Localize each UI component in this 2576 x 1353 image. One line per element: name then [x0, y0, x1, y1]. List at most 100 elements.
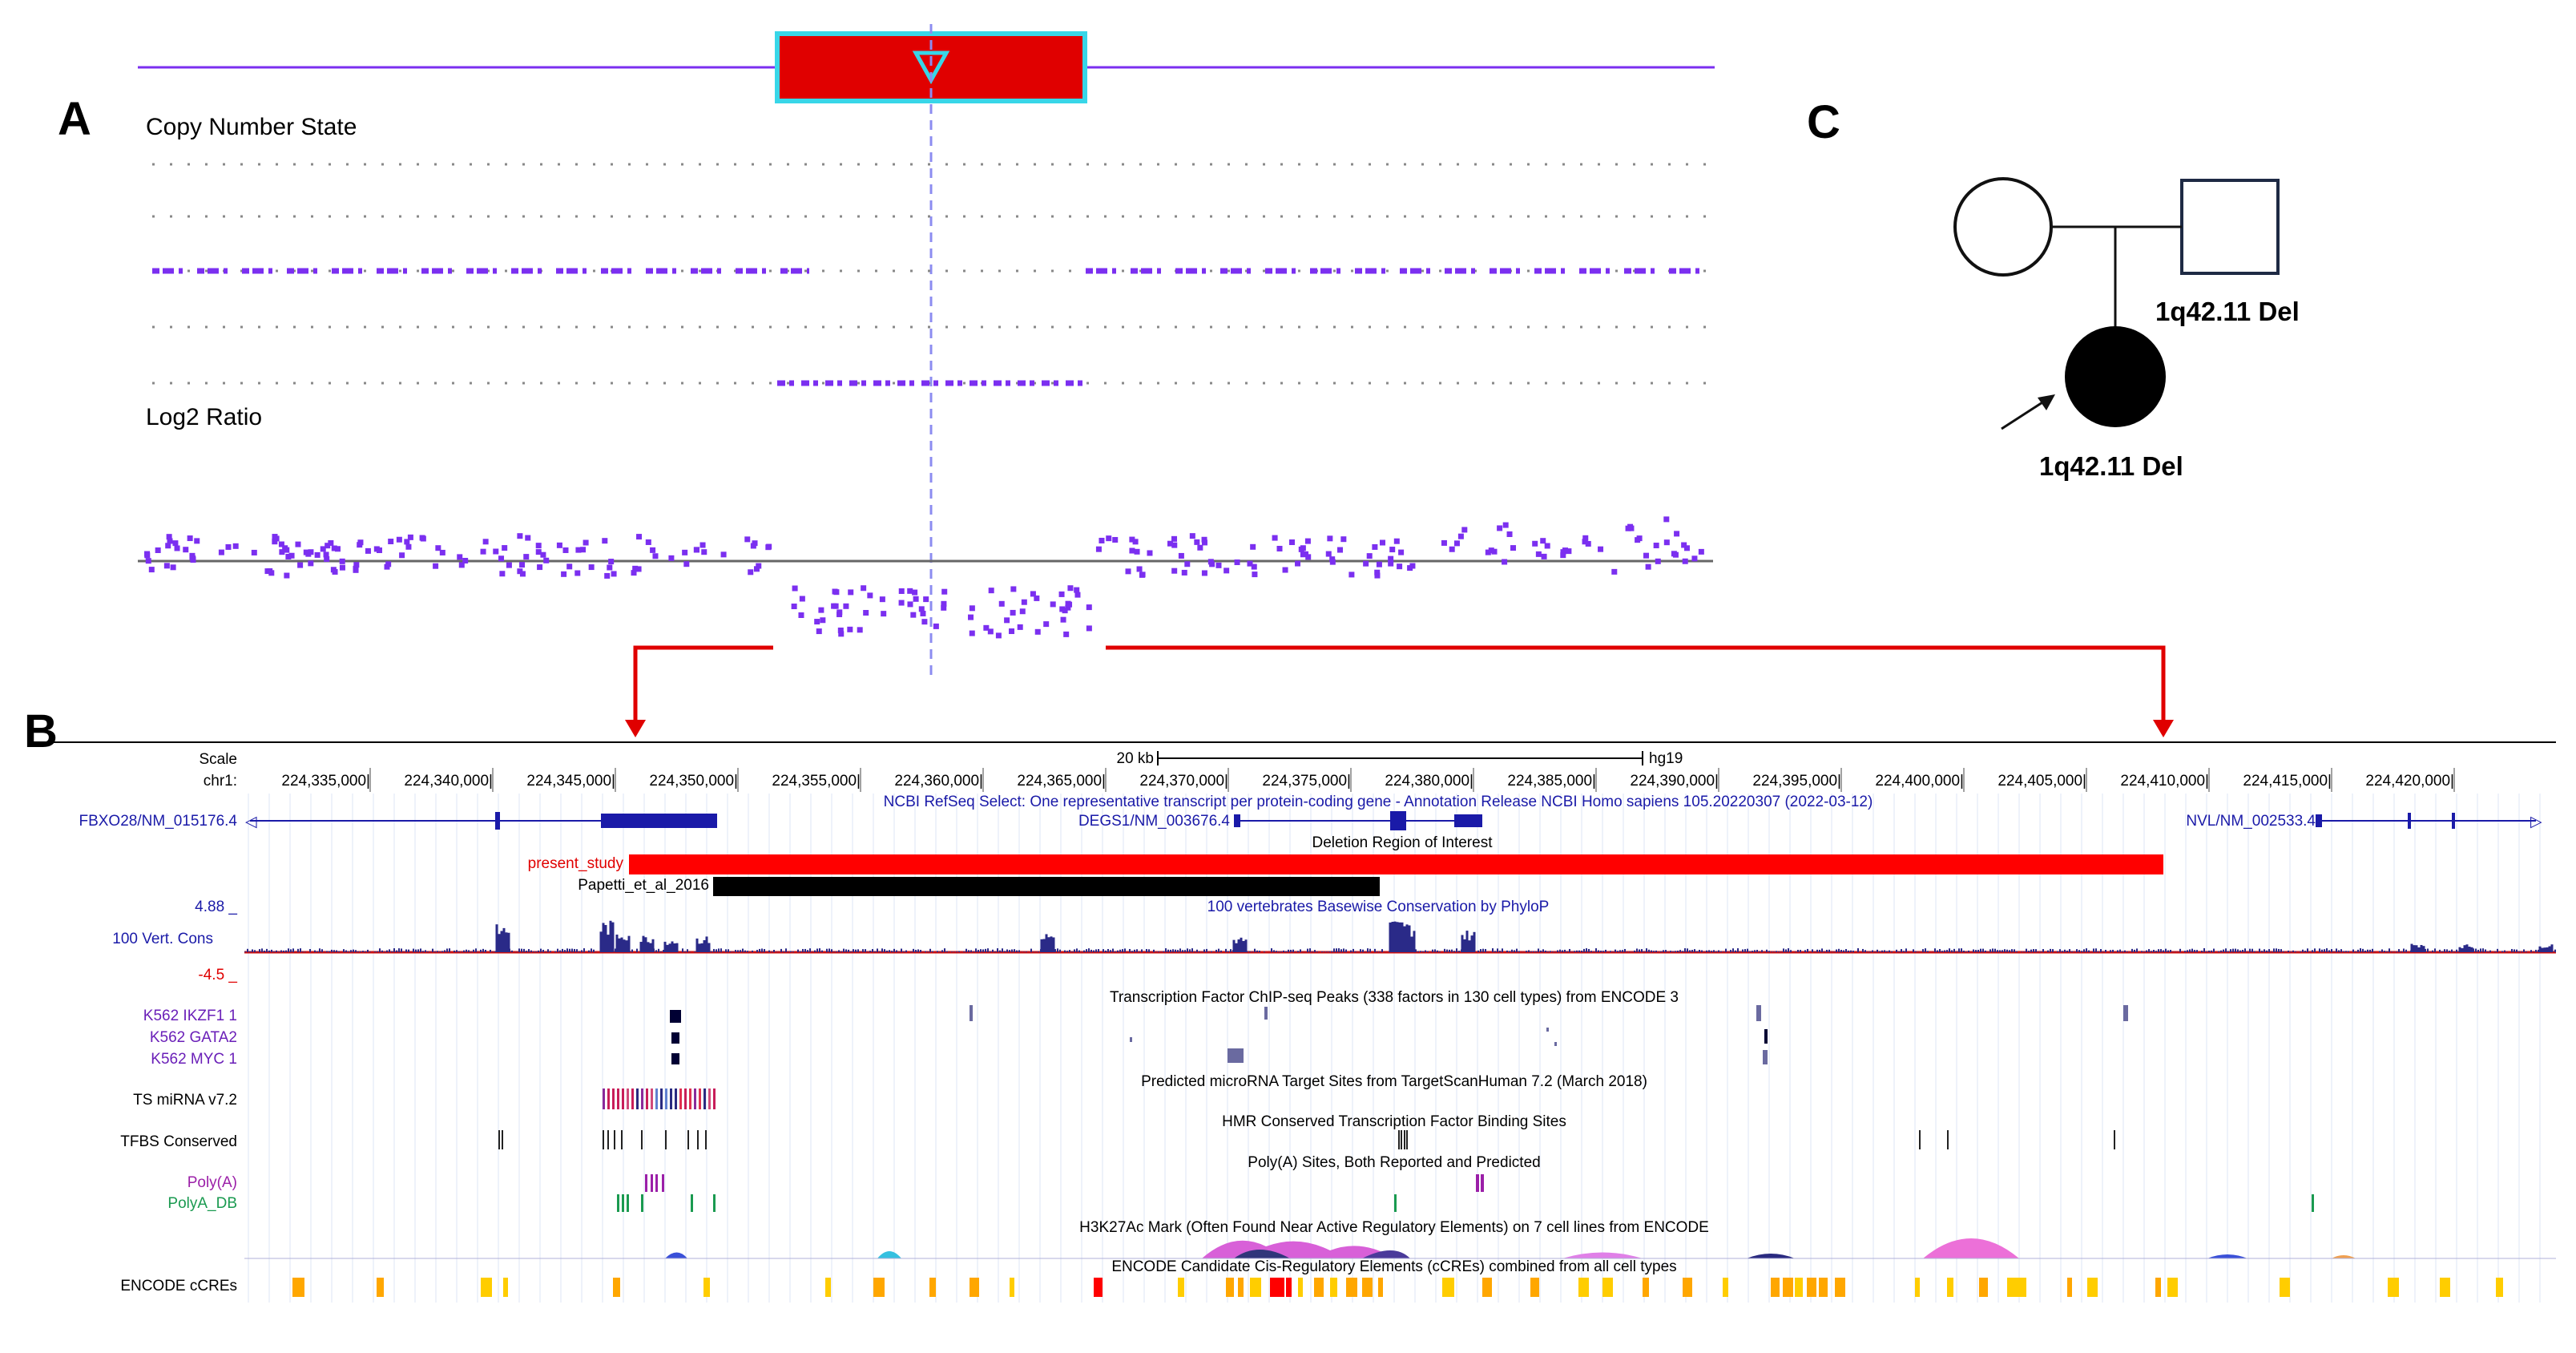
ccre-element — [1683, 1278, 1692, 1297]
ccre-element — [970, 1278, 979, 1297]
polya-sites — [617, 1174, 2314, 1212]
log2-point — [1171, 567, 1178, 574]
log2-point — [798, 612, 804, 618]
ccre-element — [1250, 1278, 1261, 1297]
ccre-element — [1643, 1278, 1649, 1297]
log2-point — [1485, 549, 1491, 555]
log2-point — [1095, 546, 1102, 552]
log2-point — [457, 554, 463, 560]
coord-label: 224,400,000| — [1875, 773, 1964, 790]
ccre-element — [2007, 1278, 2019, 1297]
gene-label-degs1: DEGS1/NM_003676.4 — [1078, 813, 1230, 830]
tf-track-myc: K562 MYC 1 — [151, 1051, 237, 1068]
ccre-element — [1238, 1278, 1244, 1297]
bracket-right — [1106, 645, 2166, 725]
panel-label-a: A — [58, 93, 91, 145]
log2-point — [682, 549, 688, 555]
polyadb-site — [627, 1194, 629, 1212]
log2-point — [1062, 608, 1068, 614]
mirna-site — [684, 1088, 687, 1109]
log2-point — [1184, 561, 1191, 567]
ccre-element — [1783, 1278, 1793, 1297]
log2-point — [1372, 543, 1378, 550]
log2-point — [535, 543, 542, 549]
coord-label: 224,370,000| — [1139, 773, 1228, 790]
log2-point — [987, 628, 994, 635]
coord-label: 224,360,000| — [894, 773, 983, 790]
log2-point — [499, 571, 506, 577]
panel-label-c: C — [1807, 96, 1840, 148]
coord-label: 224,395,000| — [1752, 773, 1841, 790]
log2-point — [1540, 538, 1546, 544]
log2-point — [1376, 561, 1382, 567]
log2-point — [1060, 616, 1066, 623]
log2-point — [1086, 625, 1092, 632]
log2-point — [314, 551, 320, 558]
ccre-element — [377, 1278, 384, 1297]
log2-point — [968, 614, 974, 620]
log2-point — [1034, 628, 1041, 635]
log2-point — [268, 570, 275, 576]
mirna-site — [607, 1088, 610, 1109]
log2-point — [668, 555, 675, 561]
log2-point — [969, 605, 975, 612]
log2-point — [1655, 558, 1661, 564]
log2-point — [1305, 554, 1312, 560]
log2-point — [167, 538, 173, 544]
log2-point — [1653, 543, 1659, 549]
mirna-site — [612, 1088, 615, 1109]
copy-number-rows — [152, 163, 1711, 386]
log2-point — [482, 539, 489, 545]
log2-point — [833, 589, 840, 596]
log2-point — [1272, 535, 1278, 541]
log2-points — [144, 516, 1704, 639]
log2-point — [1295, 560, 1301, 567]
log2-point — [1366, 553, 1373, 559]
log2-point — [543, 557, 550, 563]
log2-point — [1134, 548, 1140, 555]
ccre-element — [2280, 1278, 2290, 1297]
log2-point — [183, 547, 189, 553]
mirna-site — [689, 1088, 691, 1109]
log2-point — [1010, 609, 1016, 616]
log2-point — [1449, 546, 1455, 552]
coord-label: 224,365,000| — [1017, 773, 1106, 790]
polyadb-site — [622, 1194, 624, 1212]
log2-point — [1201, 536, 1207, 543]
log2-point — [1021, 599, 1027, 605]
log2-point — [1106, 535, 1112, 542]
log2-point — [1683, 545, 1690, 551]
log2-point — [1215, 562, 1222, 568]
log2-point — [1282, 567, 1288, 573]
log2-point — [836, 611, 843, 617]
log2-point — [1681, 542, 1687, 548]
log2-point — [1541, 553, 1547, 559]
log2-point — [1252, 571, 1258, 578]
ccre-element — [1602, 1278, 1613, 1297]
log2-point — [388, 539, 394, 545]
log2-point — [879, 596, 885, 603]
cons-min: -4.5 _ — [198, 967, 237, 983]
log2-point — [1276, 545, 1283, 551]
log2-point — [913, 596, 919, 602]
ccre-element — [1378, 1278, 1383, 1297]
panel-c: C 1q42.11 Del 1q42.11 Del — [1807, 96, 2300, 481]
ccre-element — [825, 1278, 831, 1297]
log2-point — [145, 558, 151, 564]
present-study-label: present_study — [528, 855, 624, 872]
log2-point — [604, 572, 611, 579]
coord-label: 224,375,000| — [1262, 773, 1351, 790]
log2-point — [1099, 537, 1105, 543]
ccre-element — [1314, 1278, 1324, 1297]
log2-point — [881, 611, 887, 617]
log2-point — [1250, 543, 1256, 550]
ccre-element — [2496, 1278, 2503, 1297]
log2-point — [562, 547, 569, 553]
tfbs-site — [1401, 1130, 1402, 1149]
polyadb-site — [2312, 1194, 2314, 1212]
log2-point — [1034, 595, 1040, 601]
log2-point — [1566, 548, 1572, 555]
log2-point — [1635, 537, 1641, 543]
log2-point — [535, 549, 542, 555]
log2-point — [1086, 604, 1092, 611]
